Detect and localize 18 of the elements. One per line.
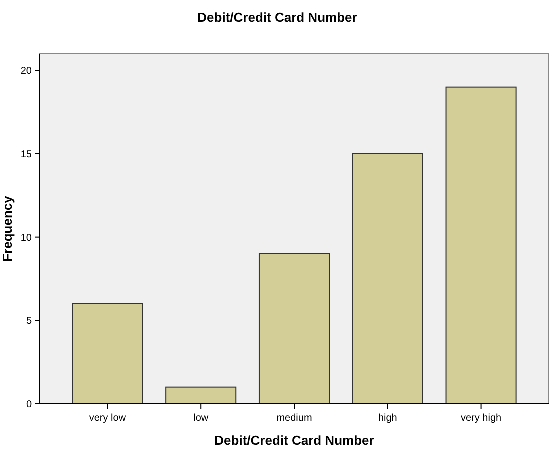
y-tick-label: 20 bbox=[20, 66, 32, 78]
bar bbox=[166, 386, 237, 404]
chart-title: Debit/Credit Card Number bbox=[198, 10, 358, 25]
x-tick-label: very low bbox=[89, 413, 127, 424]
x-tick-label: low bbox=[194, 413, 210, 424]
x-tick-label: high bbox=[378, 413, 398, 424]
y-tick-label: 15 bbox=[20, 150, 32, 160]
bar bbox=[446, 86, 517, 404]
x-tick-label: medium bbox=[276, 413, 312, 424]
x-axis-title: Debit/Credit Card Number bbox=[214, 433, 374, 448]
x-tick-label: very high bbox=[461, 413, 502, 424]
bar bbox=[72, 304, 144, 404]
y-tick-label: 10 bbox=[20, 232, 32, 244]
bar bbox=[258, 254, 330, 404]
y-axis-title: Frequency bbox=[0, 195, 15, 262]
y-tick-label: 5 bbox=[26, 316, 32, 328]
y-tick-label: 0 bbox=[26, 400, 32, 410]
bar bbox=[352, 154, 424, 404]
